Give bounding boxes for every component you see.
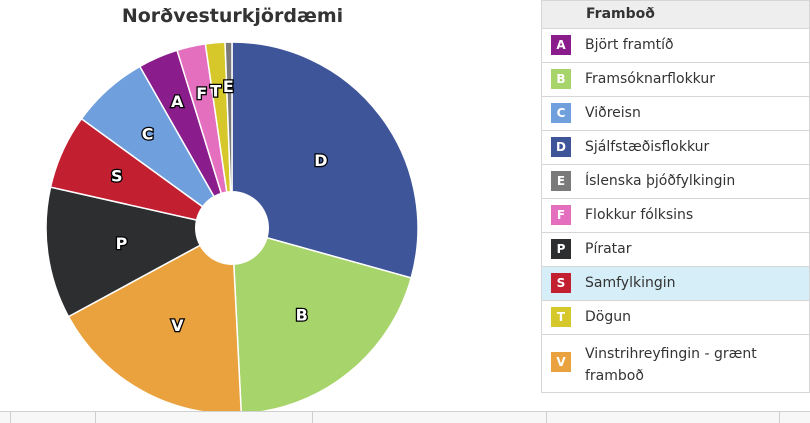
legend-label: Björt framtíð	[585, 37, 674, 53]
legend-swatch: S	[551, 273, 571, 293]
slice-label-t: T	[210, 81, 221, 100]
chart-title: Norðvesturkjördæmi	[121, 5, 344, 27]
legend-label: Vinstrihreyfingin - grænt framboð	[585, 346, 757, 384]
legend: Framboð A Björt framtíð B Framsóknarflokkur…	[541, 0, 810, 393]
legend-swatch: B	[551, 69, 571, 89]
legend-item-a[interactable]: A Björt framtíð	[541, 29, 810, 63]
legend-item-b[interactable]: B Framsóknarflokkur	[541, 63, 810, 97]
legend-swatch: C	[551, 103, 571, 123]
legend-item-p[interactable]: P Píratar	[541, 233, 810, 267]
legend-label: Dögun	[585, 309, 631, 325]
slice-label-b: B	[296, 306, 308, 325]
pie-slice-e[interactable]	[224, 41, 233, 229]
legend-label: Íslenska þjóðfylkingin	[585, 173, 736, 189]
slice-label-a: A	[171, 92, 184, 111]
pie-slice-b[interactable]	[231, 226, 413, 415]
legend-swatch: E	[551, 171, 571, 191]
legend-item-t[interactable]: T Dögun	[541, 301, 810, 335]
slice-label-f: F	[196, 84, 207, 103]
bar-divider	[10, 412, 11, 423]
legend-label: Viðreisn	[585, 105, 641, 121]
pie-chart: D B V P S CA F T E	[45, 41, 419, 415]
slice-label-e: E	[223, 77, 234, 96]
legend-label: Flokkur fólksins	[585, 207, 694, 223]
bar-divider	[779, 412, 780, 423]
legend-header: Framboð	[541, 0, 810, 29]
legend-swatch: D	[551, 137, 571, 157]
legend-swatch: V	[551, 352, 571, 372]
legend-label: Samfylkingin	[585, 275, 676, 291]
legend-item-f[interactable]: F Flokkur fólksins	[541, 199, 810, 233]
pie-slice-d[interactable]	[231, 41, 419, 279]
legend-swatch: T	[551, 307, 571, 327]
bar-divider	[95, 412, 96, 423]
donut-hole	[195, 191, 269, 265]
legend-item-s[interactable]: S Samfylkingin	[541, 267, 810, 301]
bar-divider	[312, 412, 313, 423]
legend-item-e[interactable]: E Íslenska þjóðfylkingin	[541, 165, 810, 199]
legend-item-v[interactable]: V Vinstrihreyfingin - grænt framboð	[541, 335, 810, 393]
slice-label-p: P	[116, 234, 128, 253]
slice-label-d: D	[314, 151, 327, 170]
bar-divider	[546, 412, 547, 423]
legend-swatch: F	[551, 205, 571, 225]
slice-label-s: S	[111, 166, 123, 185]
legend-item-d[interactable]: D Sjálfstæðisflokkur	[541, 131, 810, 165]
legend-swatch: P	[551, 239, 571, 259]
slice-label-c: C	[142, 124, 154, 143]
pie-slice-p[interactable]	[45, 186, 235, 318]
legend-label: Sjálfstæðisflokkur	[585, 139, 710, 155]
bottom-scrollbar[interactable]	[0, 411, 810, 423]
legend-item-c[interactable]: C Viðreisn	[541, 97, 810, 131]
slice-label-v: V	[171, 316, 184, 335]
legend-label: Píratar	[585, 241, 632, 257]
legend-label: Framsóknarflokkur	[585, 71, 715, 87]
legend-swatch: A	[551, 35, 571, 55]
